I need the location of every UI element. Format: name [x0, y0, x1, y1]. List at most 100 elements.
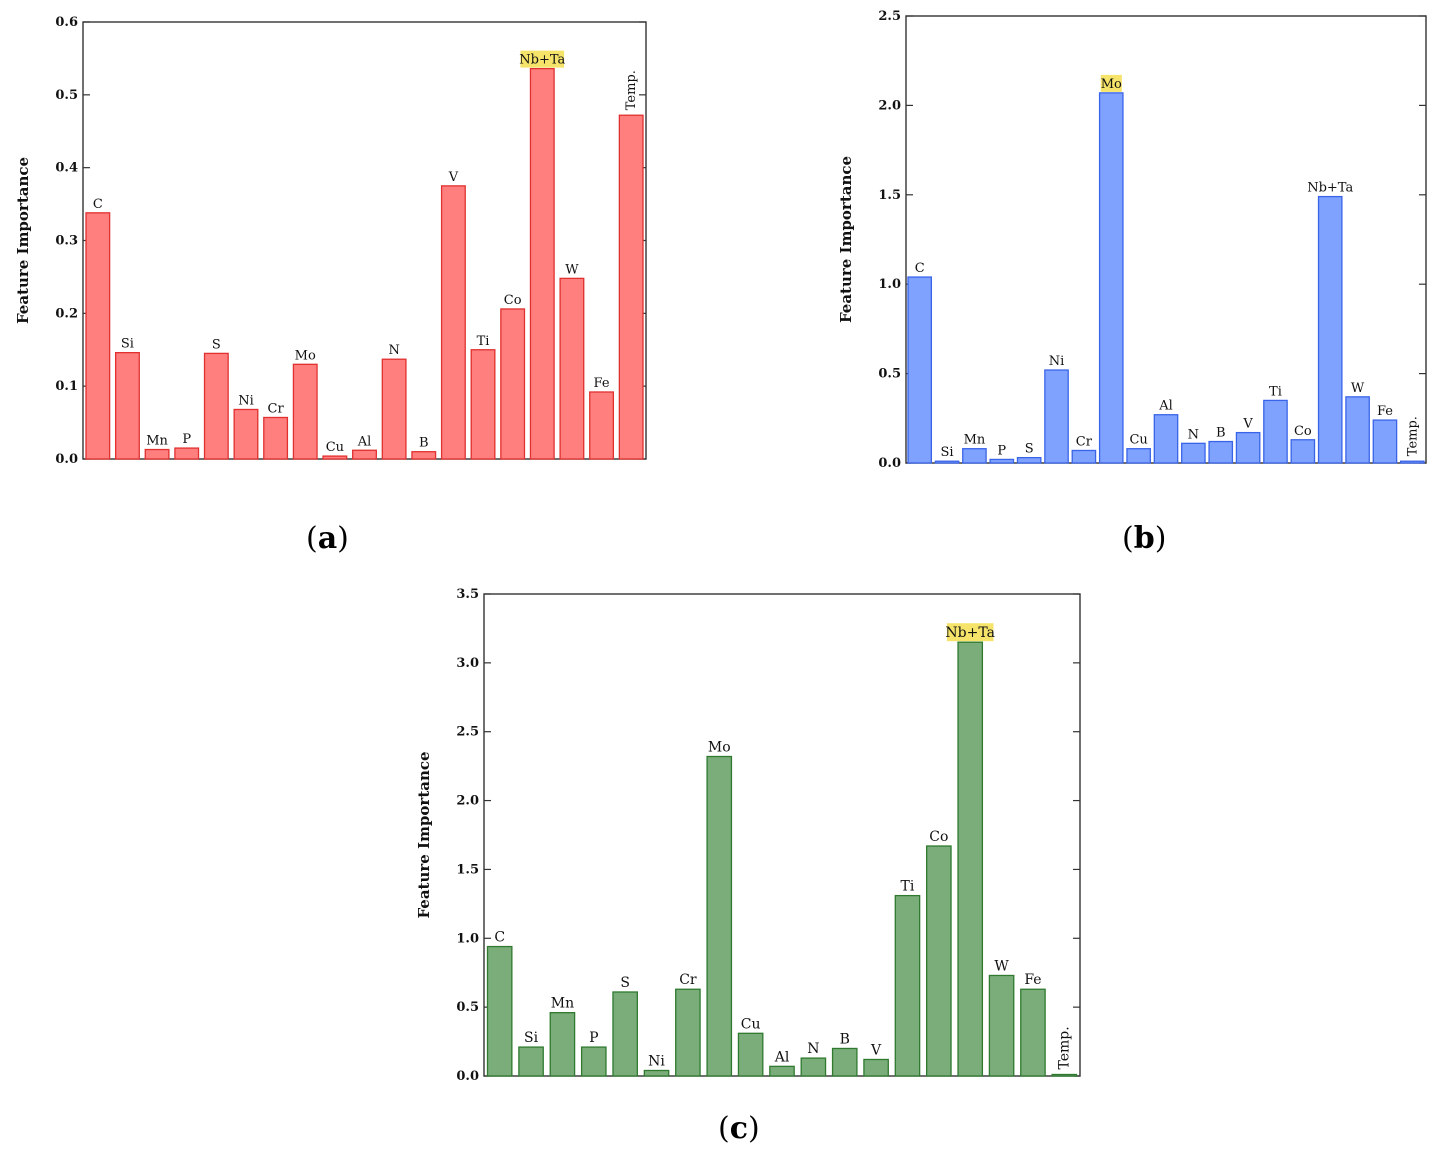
- bar-label: Temp.: [1405, 416, 1420, 456]
- bar-v: [440, 185, 466, 460]
- bar-label: Ti: [477, 334, 490, 349]
- bar-label: Al: [774, 1049, 790, 1065]
- y-tick-label: 2.5: [456, 725, 479, 740]
- bar-label: Temp.: [1056, 1026, 1072, 1069]
- bar-label: Nb+Ta: [945, 625, 995, 641]
- bar-b: [1208, 440, 1234, 464]
- bar-label: P: [589, 1030, 598, 1046]
- y-tick-label: 0.5: [55, 88, 78, 103]
- bar-label: W: [565, 262, 579, 277]
- bar-label: N: [807, 1041, 819, 1057]
- bar-label: Cu: [326, 440, 344, 455]
- bar-si: [114, 352, 140, 460]
- bar-s: [1016, 456, 1042, 464]
- bar-label: Cu: [741, 1016, 761, 1032]
- bar-cr: [1071, 449, 1097, 464]
- bar-label: Co: [929, 829, 948, 845]
- bar-temp: [1051, 1073, 1078, 1077]
- bar-n: [1181, 442, 1206, 464]
- bar-c: [907, 276, 933, 464]
- label-highlight: [946, 623, 994, 642]
- bar-p: [580, 1046, 607, 1077]
- bar-label: Temp.: [624, 70, 639, 110]
- y-tick-label: 0.2: [55, 306, 78, 321]
- bar-label: Nb+Ta: [1307, 181, 1353, 196]
- y-tick-label: 2.5: [878, 9, 901, 24]
- bar-label: N: [1188, 427, 1199, 442]
- bar-b: [411, 451, 437, 460]
- bar-label: Al: [1158, 399, 1173, 414]
- y-tick-label: 3.5: [456, 587, 479, 602]
- bar-w: [559, 277, 585, 460]
- bar-label: Ni: [648, 1053, 665, 1069]
- y-tick-label: 0.5: [878, 367, 901, 382]
- bar-p: [989, 458, 1015, 464]
- bar-label: Si: [524, 1030, 539, 1046]
- caption-b: (b): [1122, 521, 1167, 556]
- bar-c: [486, 945, 513, 1077]
- bar-label: Fe: [594, 376, 610, 391]
- bar-w: [988, 974, 1015, 1077]
- bar-si: [934, 460, 960, 464]
- plot-frame: [905, 15, 1427, 464]
- bar-cu: [737, 1032, 764, 1077]
- bar-label: S: [1025, 442, 1034, 457]
- bar-label: Si: [941, 445, 954, 460]
- bar-cu: [322, 455, 348, 460]
- y-tick-label: 2.0: [456, 794, 479, 809]
- bar-label: V: [448, 170, 459, 185]
- y-tick-label: 0.3: [55, 234, 78, 249]
- bar-ti: [894, 894, 921, 1077]
- bar-cr: [675, 988, 701, 1077]
- bar-label: Mn: [551, 996, 574, 1012]
- bar-label: Mo: [708, 740, 731, 756]
- bar-fe: [589, 391, 615, 460]
- bar-mn: [144, 448, 170, 460]
- bar-si: [518, 1046, 544, 1077]
- bar-ti: [470, 349, 496, 460]
- bar-v: [1235, 431, 1261, 464]
- y-axis-label: Feature Importance: [837, 156, 855, 323]
- bar-w: [1345, 396, 1370, 464]
- bar-al: [769, 1065, 795, 1077]
- bar-label: Si: [121, 337, 134, 352]
- bar-v: [863, 1058, 889, 1077]
- bar-mo: [706, 755, 733, 1077]
- bar-label: Al: [357, 434, 372, 449]
- bar-ni: [233, 408, 259, 460]
- bar-al: [352, 449, 377, 460]
- bar-b: [831, 1047, 858, 1077]
- bar-n: [381, 358, 407, 460]
- bar-label: N: [388, 343, 399, 358]
- bar-label: B: [840, 1031, 850, 1047]
- bar-label: Cr: [1076, 434, 1093, 449]
- y-tick-label: 0.6: [55, 15, 78, 30]
- bar-s: [612, 991, 638, 1077]
- bar-label: W: [994, 958, 1009, 974]
- label-highlight: [520, 50, 565, 68]
- bar-label: Fe: [1024, 972, 1041, 988]
- bar-fe: [1020, 988, 1046, 1077]
- y-tick-label: 1.5: [456, 862, 479, 877]
- bar-label: Cr: [679, 972, 697, 988]
- bar-label: Mn: [146, 434, 168, 449]
- bar-co: [500, 308, 526, 460]
- y-tick-label: 1.0: [878, 277, 901, 292]
- bar-label: Co: [504, 293, 522, 308]
- bar-nbta: [1317, 195, 1343, 464]
- bar-ni: [643, 1069, 670, 1077]
- bar-mo: [292, 363, 318, 460]
- feature-importance-chart-a: 0.0 0.1 0.2 0.3 0.4 0.5 0.6 Feature Importance C…: [14, 15, 647, 467]
- bar-cu: [1126, 448, 1151, 464]
- bar-label: B: [419, 436, 429, 451]
- bar-temp: [1399, 460, 1425, 464]
- bar-ni: [1044, 369, 1069, 464]
- y-tick-label: 3.0: [456, 656, 479, 671]
- label-highlight: [1100, 74, 1122, 92]
- bar-label: Nb+Ta: [519, 53, 565, 68]
- bar-label: B: [1216, 426, 1226, 441]
- bar-s: [203, 352, 229, 460]
- bar-p: [174, 447, 200, 460]
- y-tick-label: 0.0: [456, 1069, 479, 1084]
- chart-panel-c: 0.0 0.5 1.0 1.5 2.0 2.5 3.0 3.5 Feature Importan…: [400, 580, 1100, 1090]
